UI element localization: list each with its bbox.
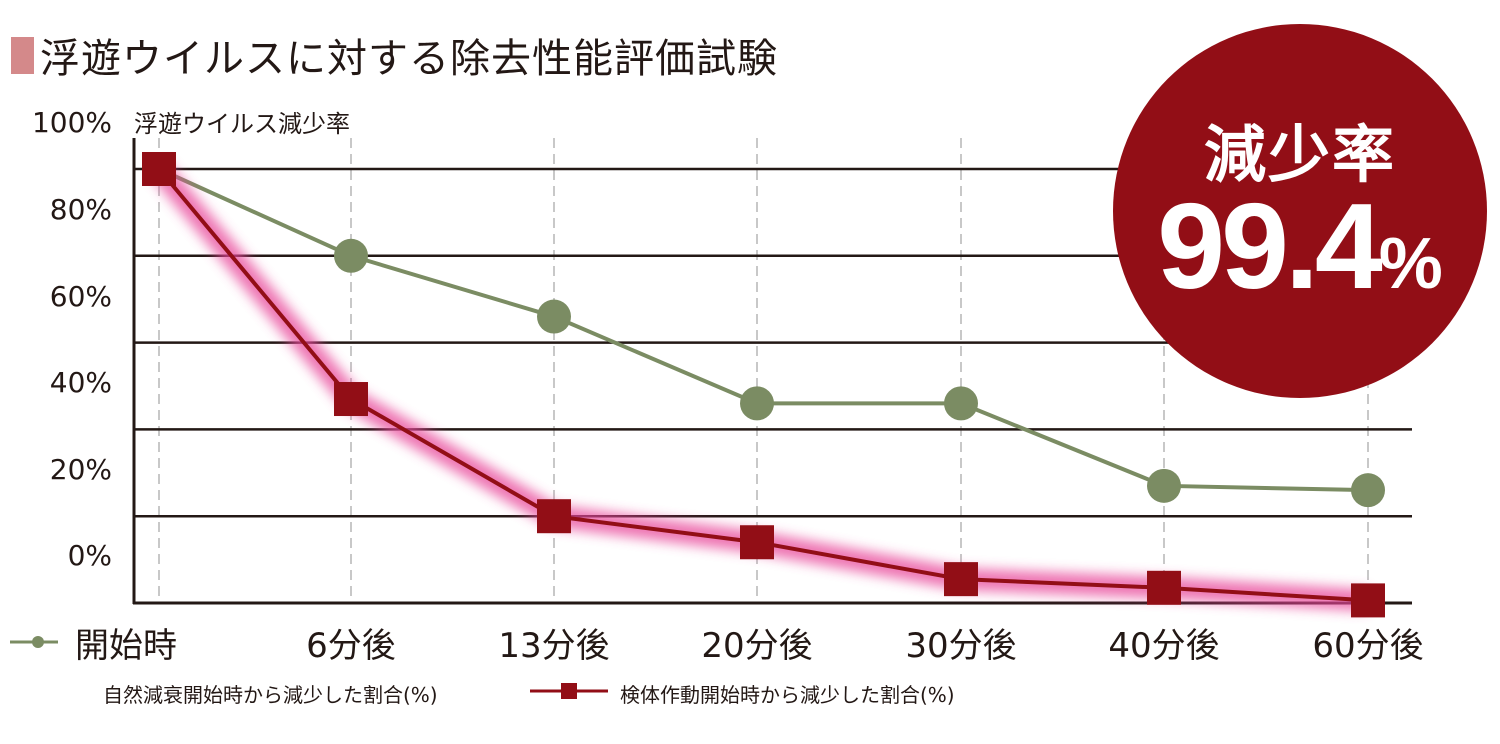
badge-label: 減少率	[1203, 118, 1396, 191]
y-tick-label: 100%	[31, 106, 112, 139]
circle-marker	[944, 386, 978, 421]
y-tick-label: 40%	[49, 366, 112, 399]
y-axis-title: 浮遊ウイルス減少率	[134, 110, 350, 138]
circle-marker	[740, 386, 774, 421]
square-marker	[740, 525, 774, 560]
legend-device: 検体作動開始時から減少した割合(%)	[620, 683, 955, 707]
square-marker	[944, 562, 978, 597]
y-tick-label: 60%	[49, 280, 112, 313]
x-tick-label: 30分後	[905, 626, 1017, 666]
square-marker	[537, 499, 571, 534]
x-tick-label: 13分後	[498, 626, 610, 666]
legend-circle-marker-icon	[32, 636, 44, 648]
reduction-rate-badge: 減少率 99.4%	[1113, 24, 1487, 398]
x-tick-label: 開始時	[75, 626, 177, 666]
y-tick-label: 20%	[49, 453, 112, 486]
badge-unit: %	[1378, 224, 1443, 304]
y-tick-label: 80%	[49, 193, 112, 226]
legend-natural-decay: 自然減衰開始時から減少した割合(%)	[103, 683, 438, 707]
circle-marker	[1147, 468, 1181, 503]
badge-number: 99.4	[1157, 178, 1382, 314]
y-tick-label: 0%	[67, 539, 112, 572]
circle-marker	[334, 238, 368, 273]
chart-title-text: 浮遊ウイルスに対する除去性能評価試験	[40, 36, 778, 82]
x-tick-label: 40分後	[1108, 626, 1220, 666]
series-device	[142, 152, 1385, 618]
square-marker	[142, 152, 176, 186]
title-marker	[11, 36, 34, 74]
x-tick-label: 6分後	[306, 626, 396, 666]
circle-marker	[537, 299, 571, 334]
chart-title: 浮遊ウイルスに対する除去性能評価試験	[11, 30, 778, 82]
x-tick-label: 60分後	[1312, 626, 1424, 666]
square-marker	[1351, 583, 1385, 618]
square-marker	[334, 382, 368, 417]
x-tick-label: 20分後	[701, 626, 813, 666]
badge-value: 99.4%	[1113, 176, 1487, 316]
circle-marker	[1351, 473, 1385, 508]
legend-square-marker-icon	[561, 683, 577, 699]
series-natural-decay	[158, 167, 1385, 508]
square-marker	[1147, 570, 1181, 605]
